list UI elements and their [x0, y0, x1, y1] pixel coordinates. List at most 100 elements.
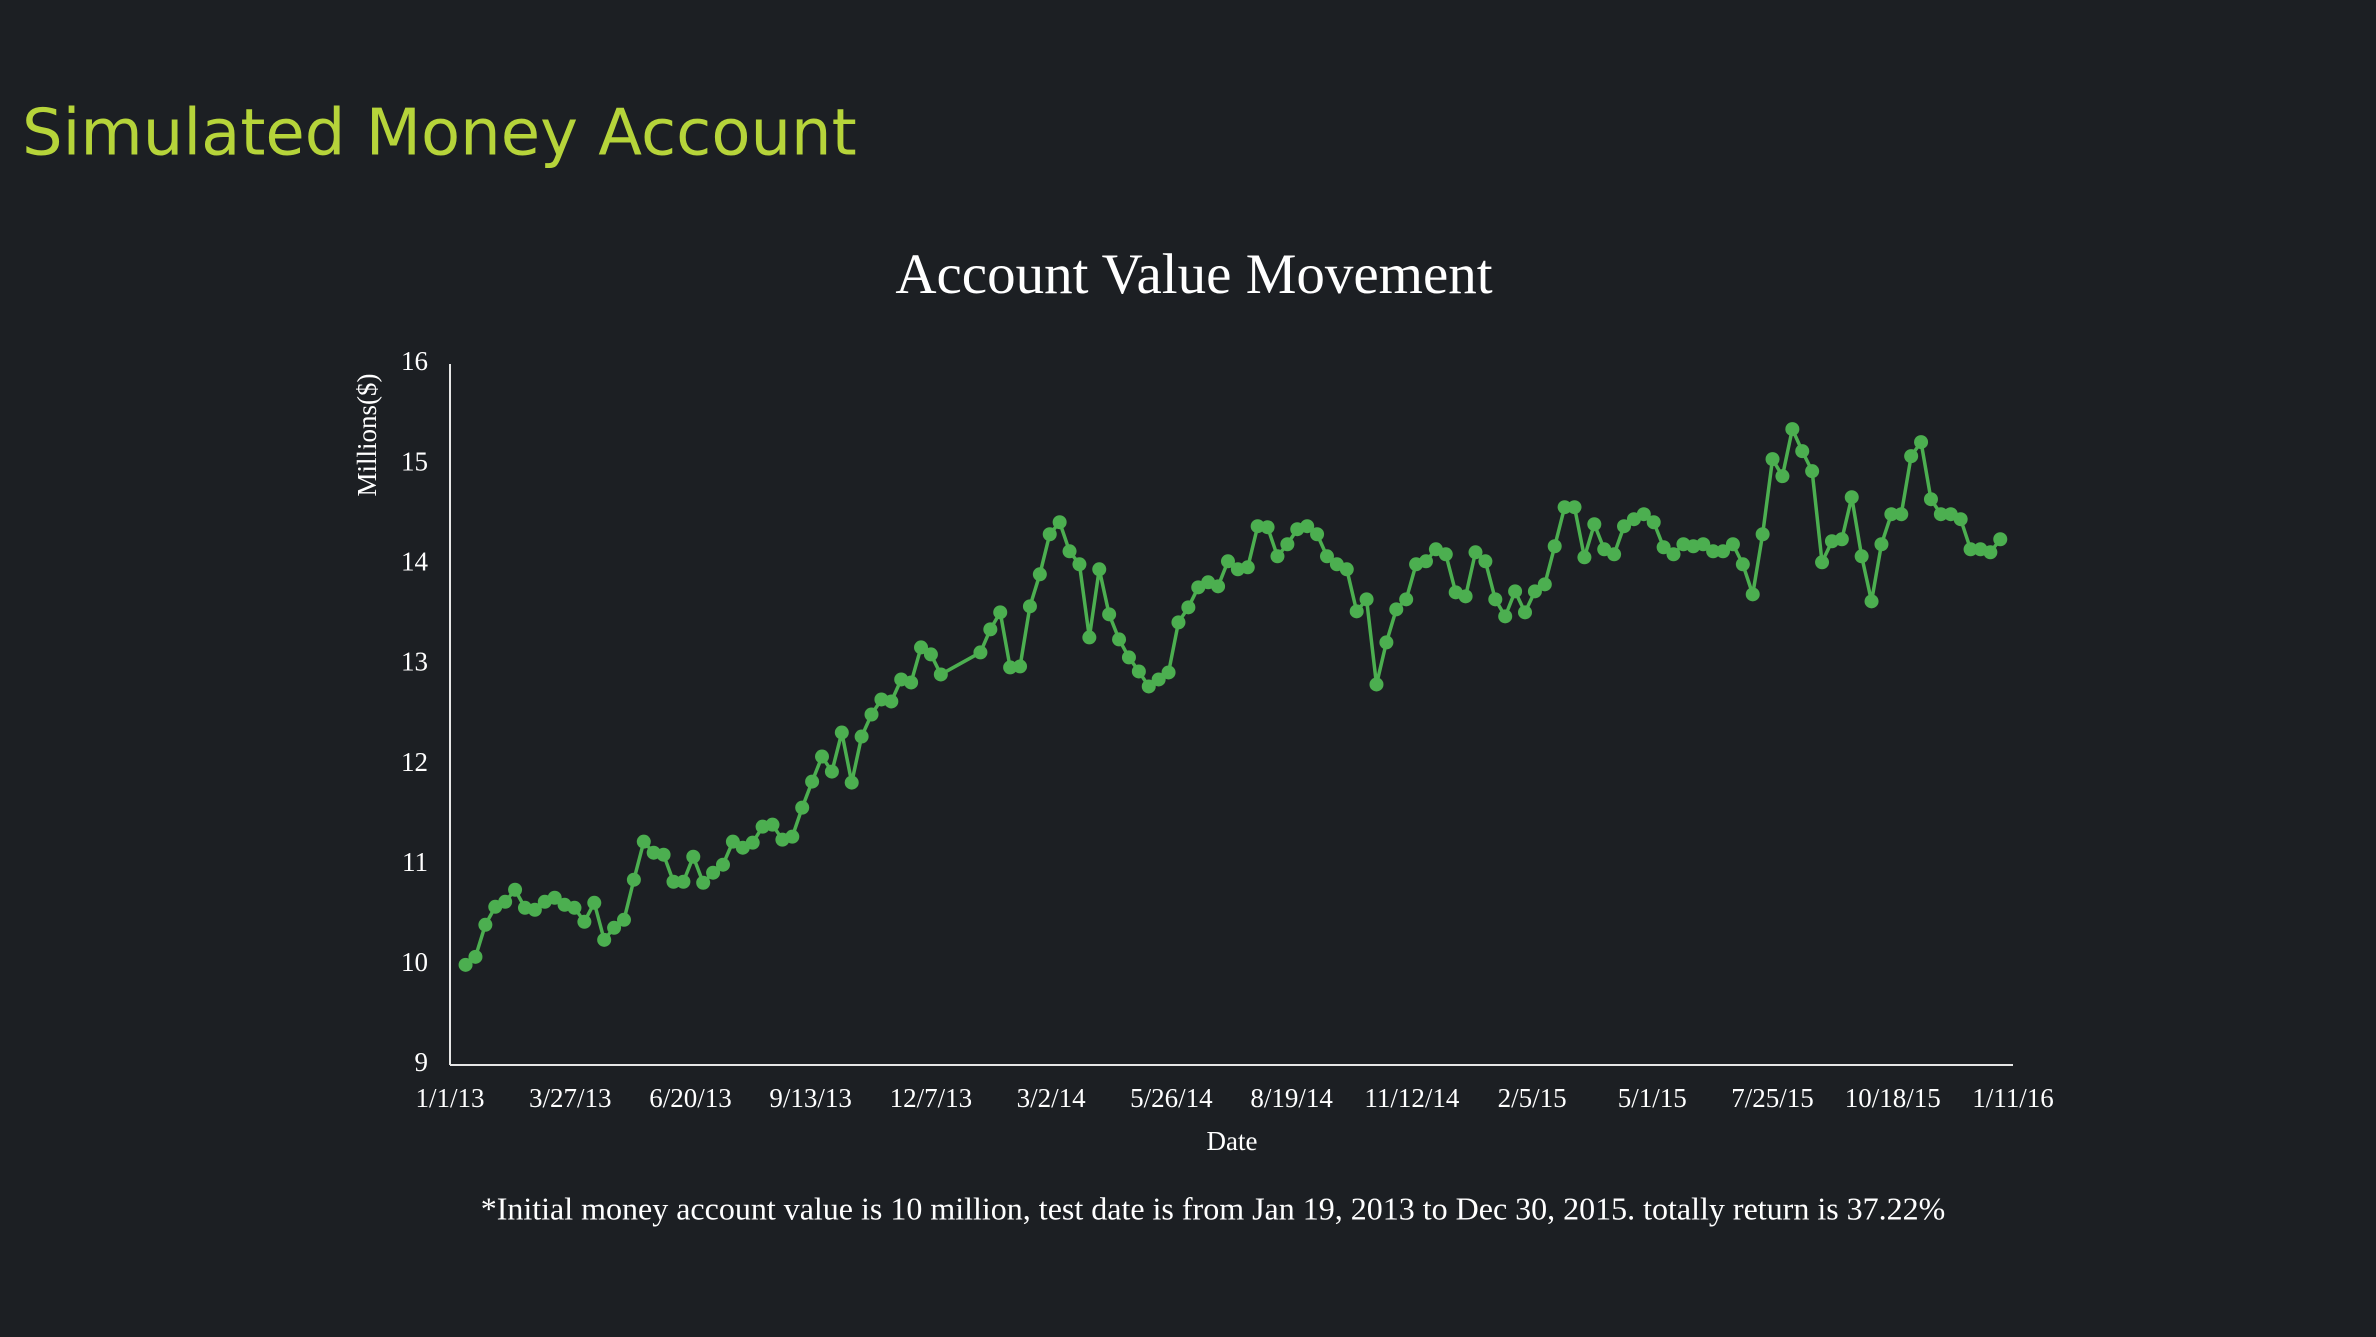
y-tick-label: 14: [401, 546, 429, 576]
marker: [1240, 560, 1255, 575]
marker: [597, 932, 612, 947]
marker: [1815, 555, 1830, 570]
marker: [1696, 537, 1711, 552]
x-tick-label: 1/11/16: [1972, 1083, 2054, 1113]
x-tick-label: 3/2/14: [1017, 1083, 1087, 1113]
marker: [1310, 527, 1325, 542]
marker: [1013, 659, 1028, 674]
marker: [765, 817, 780, 832]
marker: [745, 835, 760, 850]
marker: [1518, 605, 1533, 620]
marker: [1765, 452, 1780, 467]
marker: [1478, 554, 1493, 569]
marker: [1933, 507, 1948, 522]
marker: [706, 865, 721, 880]
marker: [815, 749, 830, 764]
marker: [1369, 677, 1384, 692]
marker: [587, 895, 602, 910]
marker: [1270, 549, 1285, 564]
marker: [1141, 679, 1156, 694]
marker: [1527, 584, 1542, 599]
marker: [864, 707, 879, 722]
marker: [1864, 594, 1879, 609]
marker: [1349, 604, 1364, 619]
marker: [1280, 537, 1295, 552]
marker: [1092, 562, 1107, 577]
marker: [626, 872, 641, 887]
marker: [1993, 532, 2008, 547]
marker: [1300, 519, 1315, 534]
marker: [1587, 517, 1602, 532]
marker: [636, 834, 651, 849]
marker: [1923, 492, 1938, 507]
marker: [1032, 567, 1047, 582]
marker: [1260, 520, 1275, 535]
marker: [1884, 507, 1899, 522]
marker: [1577, 550, 1592, 565]
marker: [1795, 444, 1810, 459]
marker: [923, 647, 938, 662]
marker: [805, 774, 820, 789]
marker: [1894, 507, 1909, 522]
marker: [656, 847, 671, 862]
marker: [1062, 544, 1077, 559]
x-tick-label: 6/20/13: [649, 1083, 732, 1113]
marker: [458, 957, 473, 972]
marker: [547, 890, 562, 905]
marker: [1646, 515, 1661, 530]
x-tick-label: 10/18/15: [1845, 1083, 1941, 1113]
marker: [834, 725, 849, 740]
marker: [1716, 544, 1731, 559]
marker: [1082, 630, 1097, 645]
marker: [1844, 490, 1859, 505]
marker: [1567, 500, 1582, 515]
marker: [1953, 512, 1968, 527]
x-tick-label: 12/7/13: [890, 1083, 973, 1113]
marker: [1121, 650, 1136, 665]
marker: [508, 882, 523, 897]
marker: [1468, 545, 1483, 560]
marker: [1418, 554, 1433, 569]
marker: [1339, 562, 1354, 577]
y-tick-label: 12: [401, 747, 428, 777]
marker: [1319, 549, 1334, 564]
marker: [686, 849, 701, 864]
marker: [914, 640, 929, 655]
y-tick-label: 13: [401, 647, 428, 677]
marker: [1904, 449, 1919, 464]
marker: [1052, 515, 1067, 530]
y-tick-label: 16: [401, 346, 428, 376]
marker: [1636, 507, 1651, 522]
marker: [478, 917, 493, 932]
marker: [795, 800, 810, 815]
marker: [1785, 422, 1800, 437]
marker: [1508, 584, 1523, 599]
marker: [1072, 557, 1087, 572]
marker: [1656, 540, 1671, 555]
y-tick-label: 10: [401, 947, 428, 977]
marker: [904, 675, 919, 690]
y-tick-label: 15: [401, 446, 428, 476]
marker: [1834, 532, 1849, 547]
marker: [1725, 537, 1740, 552]
marker: [1498, 609, 1513, 624]
marker: [884, 694, 899, 709]
marker: [1775, 469, 1790, 484]
x-tick-label: 11/12/14: [1364, 1083, 1460, 1113]
marker: [577, 914, 592, 929]
slide-title: Simulated Money Account: [22, 97, 857, 171]
marker: [715, 857, 730, 872]
marker: [676, 874, 691, 889]
marker: [854, 729, 869, 744]
marker: [844, 775, 859, 790]
x-tick-label: 8/19/14: [1250, 1083, 1333, 1113]
marker: [1874, 537, 1889, 552]
marker: [973, 645, 988, 660]
marker: [1557, 500, 1572, 515]
marker: [666, 874, 681, 889]
y-axis-label: Millions($): [352, 373, 382, 496]
marker: [824, 764, 839, 779]
